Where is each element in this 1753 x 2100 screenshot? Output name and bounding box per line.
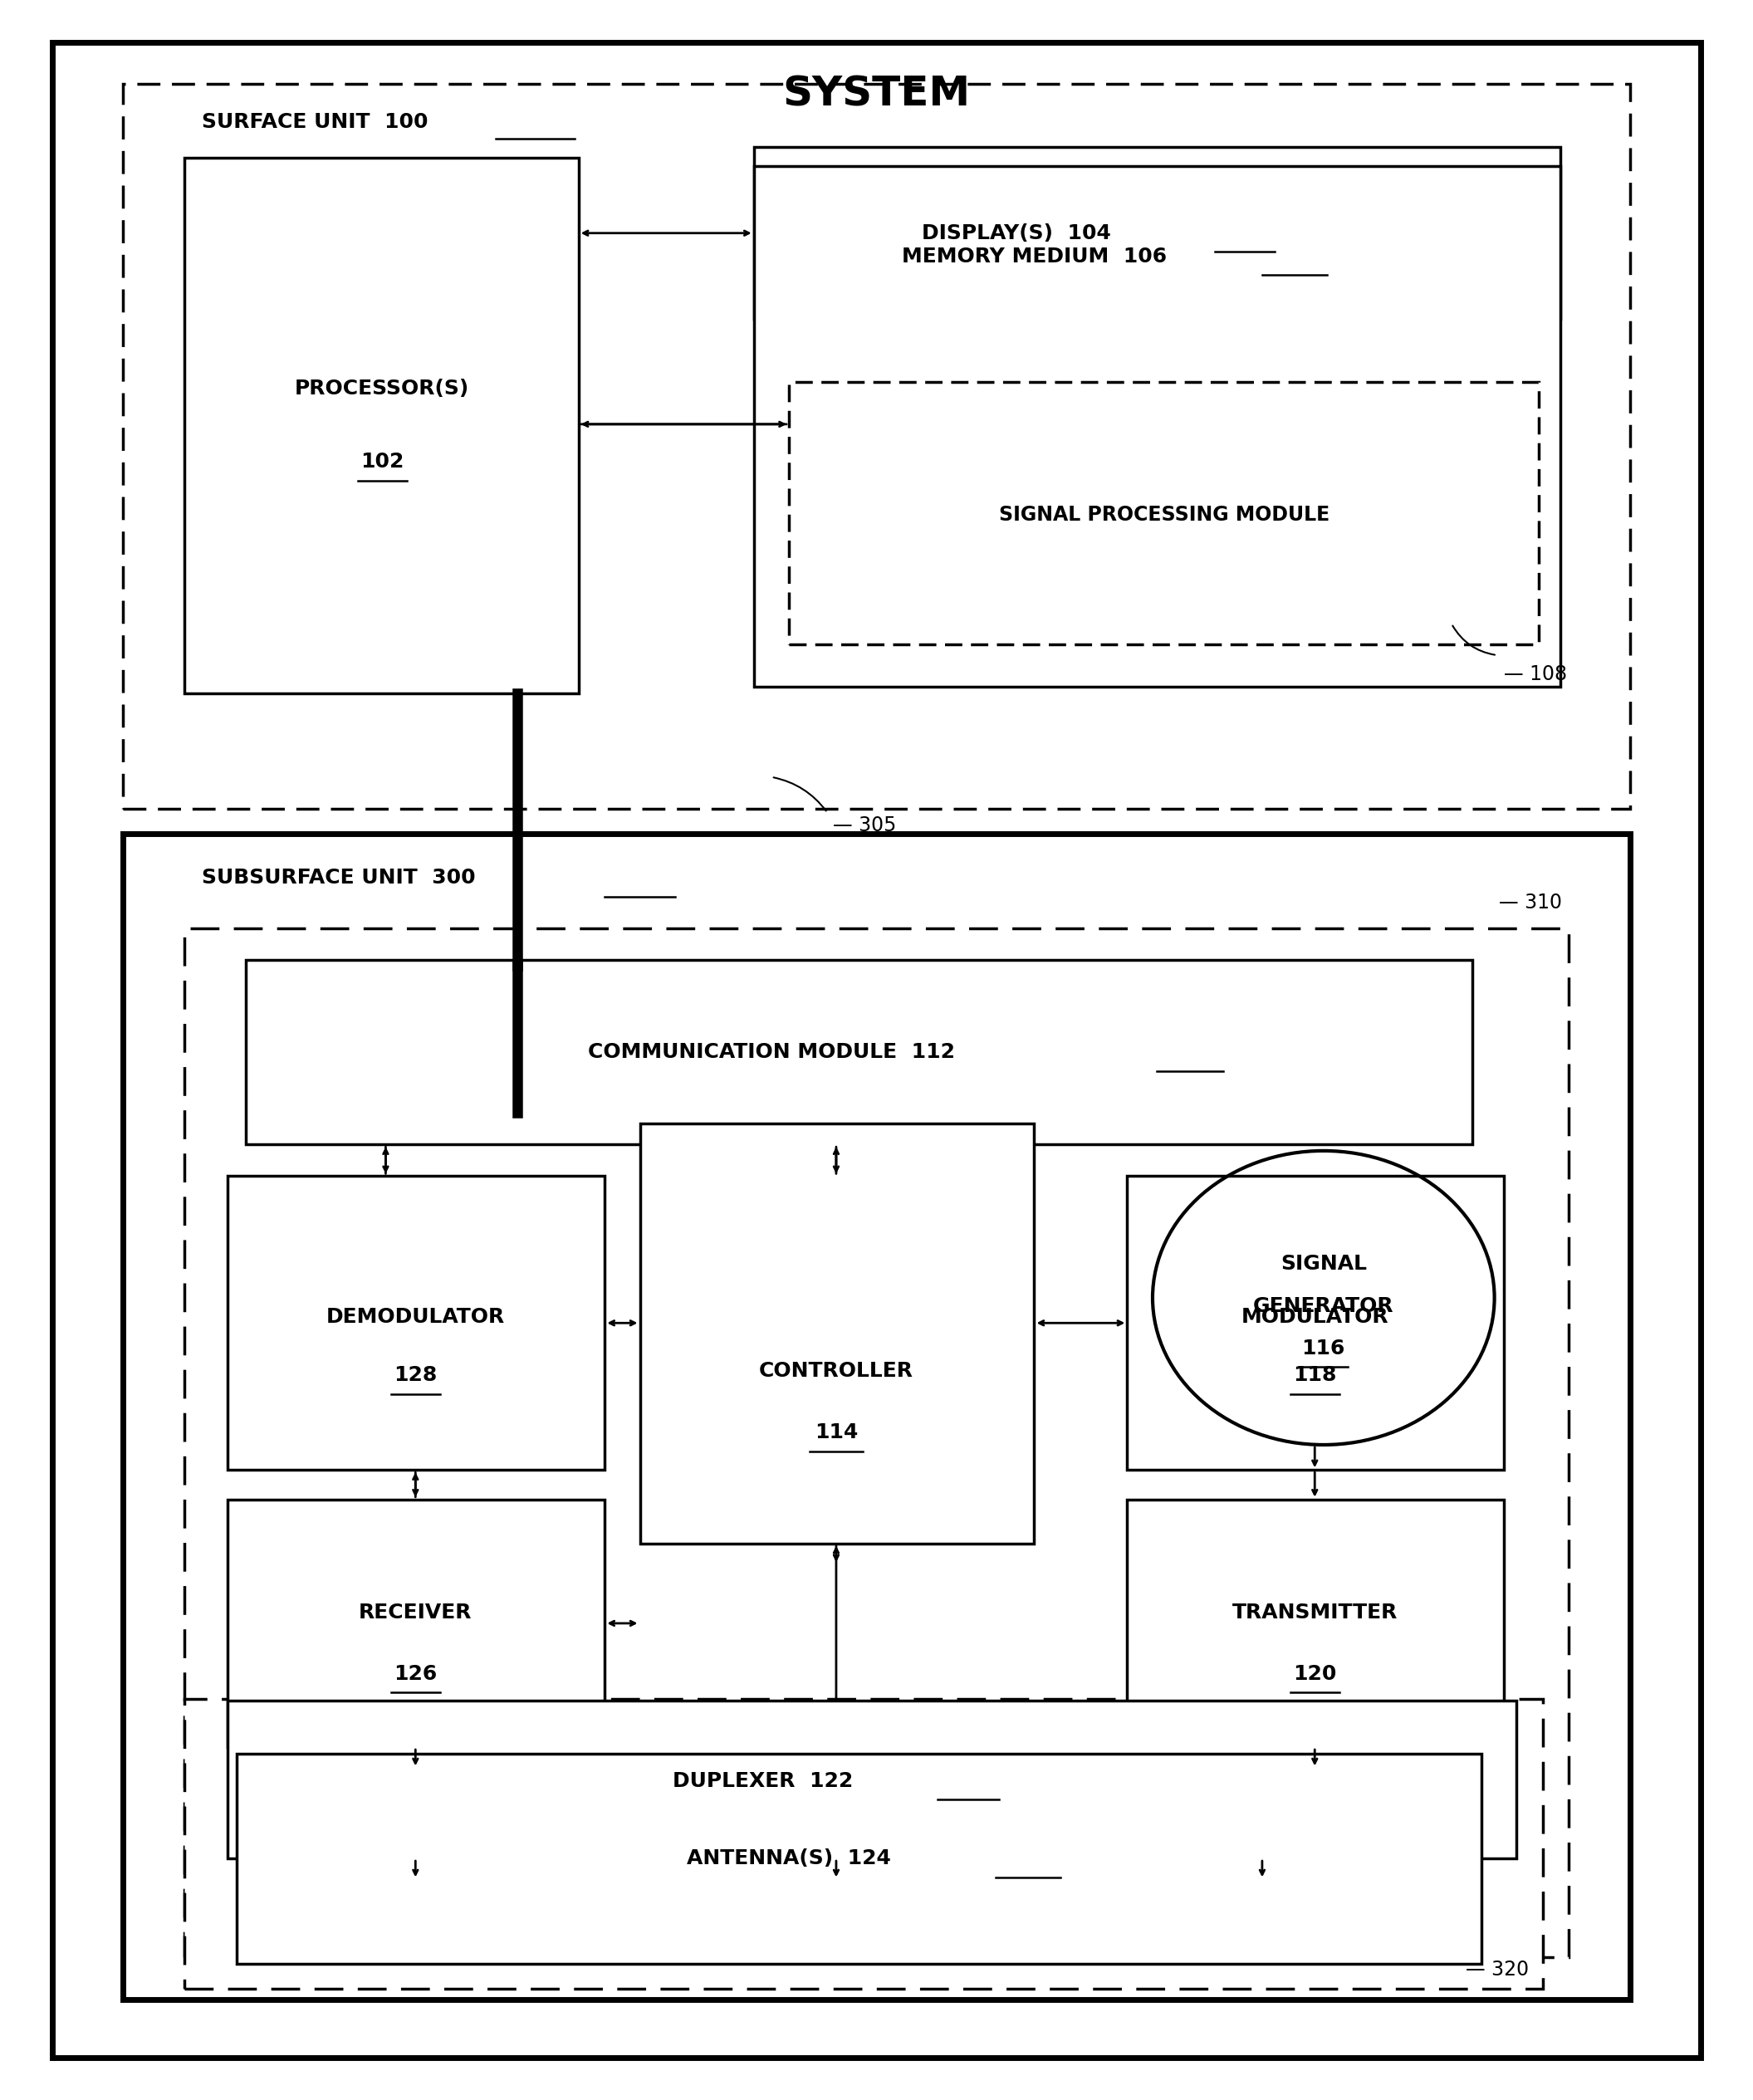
Ellipse shape bbox=[1155, 1155, 1492, 1441]
Text: DEMODULATOR: DEMODULATOR bbox=[326, 1306, 505, 1327]
Text: SYSTEM: SYSTEM bbox=[782, 76, 971, 113]
Text: — 320: — 320 bbox=[1466, 1959, 1529, 1980]
Bar bbox=[237, 1753, 1481, 1963]
Text: 102: 102 bbox=[361, 452, 403, 473]
Bar bbox=[123, 84, 1630, 808]
Bar bbox=[245, 960, 1473, 1145]
Text: 128: 128 bbox=[394, 1365, 436, 1386]
Text: GENERATOR: GENERATOR bbox=[1253, 1296, 1394, 1317]
Bar bbox=[228, 1176, 605, 1470]
Text: MODULATOR: MODULATOR bbox=[1241, 1306, 1388, 1327]
Text: TRANSMITTER: TRANSMITTER bbox=[1232, 1602, 1397, 1623]
Bar bbox=[228, 1499, 605, 1747]
Bar bbox=[640, 1124, 1034, 1544]
Text: SURFACE UNIT  100: SURFACE UNIT 100 bbox=[202, 111, 428, 132]
Text: SUBSURFACE UNIT  300: SUBSURFACE UNIT 300 bbox=[202, 867, 475, 888]
Bar bbox=[184, 1699, 1543, 1989]
Bar bbox=[789, 382, 1539, 645]
Text: PROCESSOR(S): PROCESSOR(S) bbox=[295, 378, 470, 399]
Text: CONTROLLER: CONTROLLER bbox=[759, 1361, 913, 1382]
Text: RECEIVER: RECEIVER bbox=[359, 1602, 472, 1623]
Text: 120: 120 bbox=[1294, 1663, 1336, 1684]
Text: MEMORY MEDIUM  106: MEMORY MEDIUM 106 bbox=[901, 246, 1167, 267]
Text: SIGNAL: SIGNAL bbox=[1280, 1254, 1367, 1275]
Bar bbox=[184, 157, 578, 693]
Bar bbox=[228, 1701, 1516, 1858]
Text: — 310: — 310 bbox=[1499, 892, 1562, 914]
Bar bbox=[123, 834, 1630, 1999]
Bar bbox=[1127, 1176, 1504, 1470]
Bar bbox=[1127, 1499, 1504, 1747]
Bar bbox=[754, 166, 1560, 687]
Text: — 108: — 108 bbox=[1504, 664, 1567, 685]
Text: — 305: — 305 bbox=[833, 815, 896, 836]
Bar bbox=[754, 147, 1560, 319]
Text: 114: 114 bbox=[815, 1422, 857, 1443]
Text: ANTENNA(S)  124: ANTENNA(S) 124 bbox=[687, 1848, 891, 1869]
Text: DISPLAY(S)  104: DISPLAY(S) 104 bbox=[922, 223, 1111, 244]
Text: 118: 118 bbox=[1294, 1365, 1336, 1386]
Text: DUPLEXER  122: DUPLEXER 122 bbox=[673, 1770, 852, 1791]
Text: 126: 126 bbox=[394, 1663, 436, 1684]
Bar bbox=[184, 928, 1569, 1957]
Text: COMMUNICATION MODULE  112: COMMUNICATION MODULE 112 bbox=[587, 1042, 955, 1063]
Text: 116: 116 bbox=[1302, 1338, 1345, 1359]
Text: SIGNAL PROCESSING MODULE: SIGNAL PROCESSING MODULE bbox=[999, 504, 1329, 525]
